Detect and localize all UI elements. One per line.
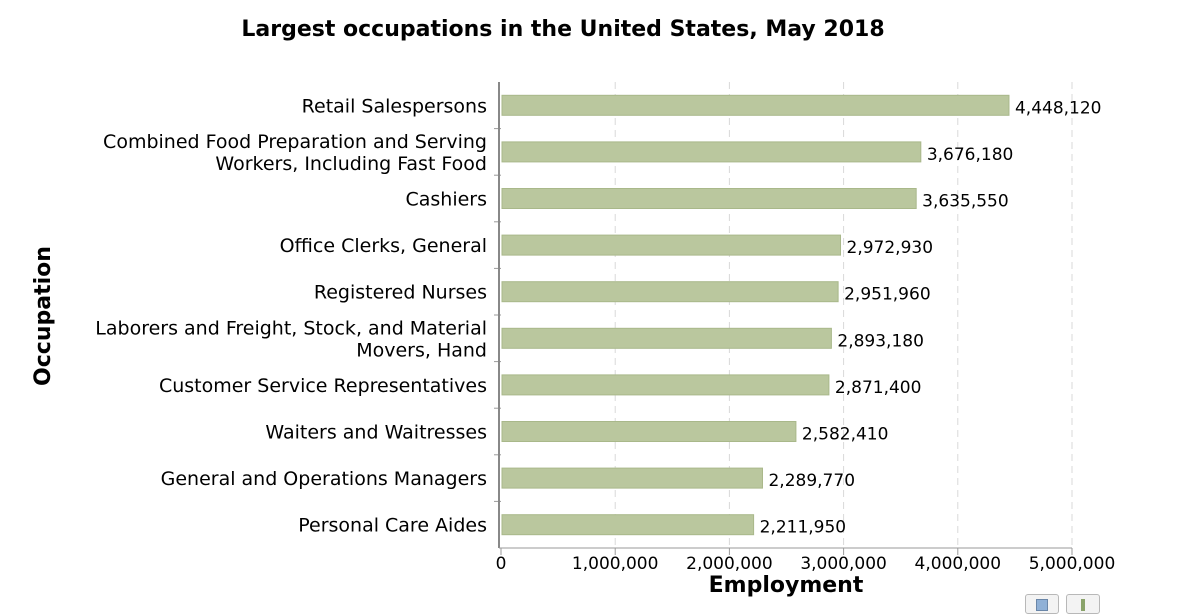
category-labels: Retail Salespersons Combined Food Prepara… — [95, 95, 487, 536]
bar — [501, 327, 832, 349]
bar — [501, 234, 842, 256]
value-label: 2,582,410 — [802, 425, 889, 445]
x-tick-label: 1,000,000 — [572, 554, 659, 574]
category-label: Waiters and Waitresses — [265, 422, 487, 444]
bar — [501, 188, 917, 209]
bar — [501, 421, 797, 442]
value-label: 2,289,770 — [768, 471, 855, 491]
x-tick-label: 3,000,000 — [800, 554, 887, 574]
category-label: Combined Food Preparation and Serving — [103, 131, 487, 153]
x-tick-labels: 0 1,000,000 2,000,000 3,000,000 4,000,000 5,0… — [496, 554, 1116, 574]
x-tick-label: 4,000,000 — [915, 554, 1002, 574]
category-label: Workers, Including Fast Food — [215, 153, 487, 175]
category-label: Retail Salespersons — [302, 95, 487, 117]
bar-chart-icon — [1081, 599, 1085, 611]
value-label: 3,635,550 — [922, 192, 1009, 212]
bar — [501, 281, 839, 303]
category-label: Customer Service Representatives — [159, 375, 487, 397]
bar — [501, 514, 755, 536]
chart-data-button[interactable] — [1066, 594, 1100, 614]
x-tick-label: 0 — [496, 554, 507, 574]
x-axis-title: Employment — [709, 573, 864, 598]
bar — [501, 94, 1010, 116]
x-tick-label: 2,000,000 — [686, 554, 773, 574]
bar — [501, 374, 830, 396]
category-label: Registered Nurses — [314, 282, 487, 304]
chart-title: Largest occupations in the United States… — [241, 17, 884, 42]
category-label: Laborers and Freight, Stock, and Materia… — [95, 317, 487, 339]
category-label: Cashiers — [405, 189, 487, 211]
category-label: Personal Care Aides — [298, 515, 487, 537]
value-label: 2,211,950 — [760, 518, 847, 538]
axes — [494, 82, 1073, 555]
bars — [501, 94, 1010, 536]
category-label: General and Operations Managers — [161, 468, 487, 490]
category-label: Office Clerks, General — [280, 235, 487, 257]
value-label: 3,676,180 — [927, 145, 1014, 165]
bar — [501, 141, 922, 163]
bar — [501, 467, 763, 489]
x-tick-label: 5,000,000 — [1029, 554, 1116, 574]
value-label: 2,871,400 — [835, 378, 922, 398]
y-axis-title: Occupation — [31, 246, 56, 386]
category-label: Movers, Hand — [356, 339, 487, 361]
value-label: 2,972,930 — [847, 238, 934, 258]
value-label: 4,448,120 — [1015, 98, 1102, 118]
image-icon — [1036, 599, 1048, 611]
chart-image-button[interactable] — [1025, 594, 1059, 614]
value-label: 2,951,960 — [844, 285, 931, 305]
value-labels: 4,448,120 3,676,180 3,635,550 2,972,930 2,95… — [760, 98, 1102, 537]
value-label: 2,893,180 — [837, 331, 924, 351]
